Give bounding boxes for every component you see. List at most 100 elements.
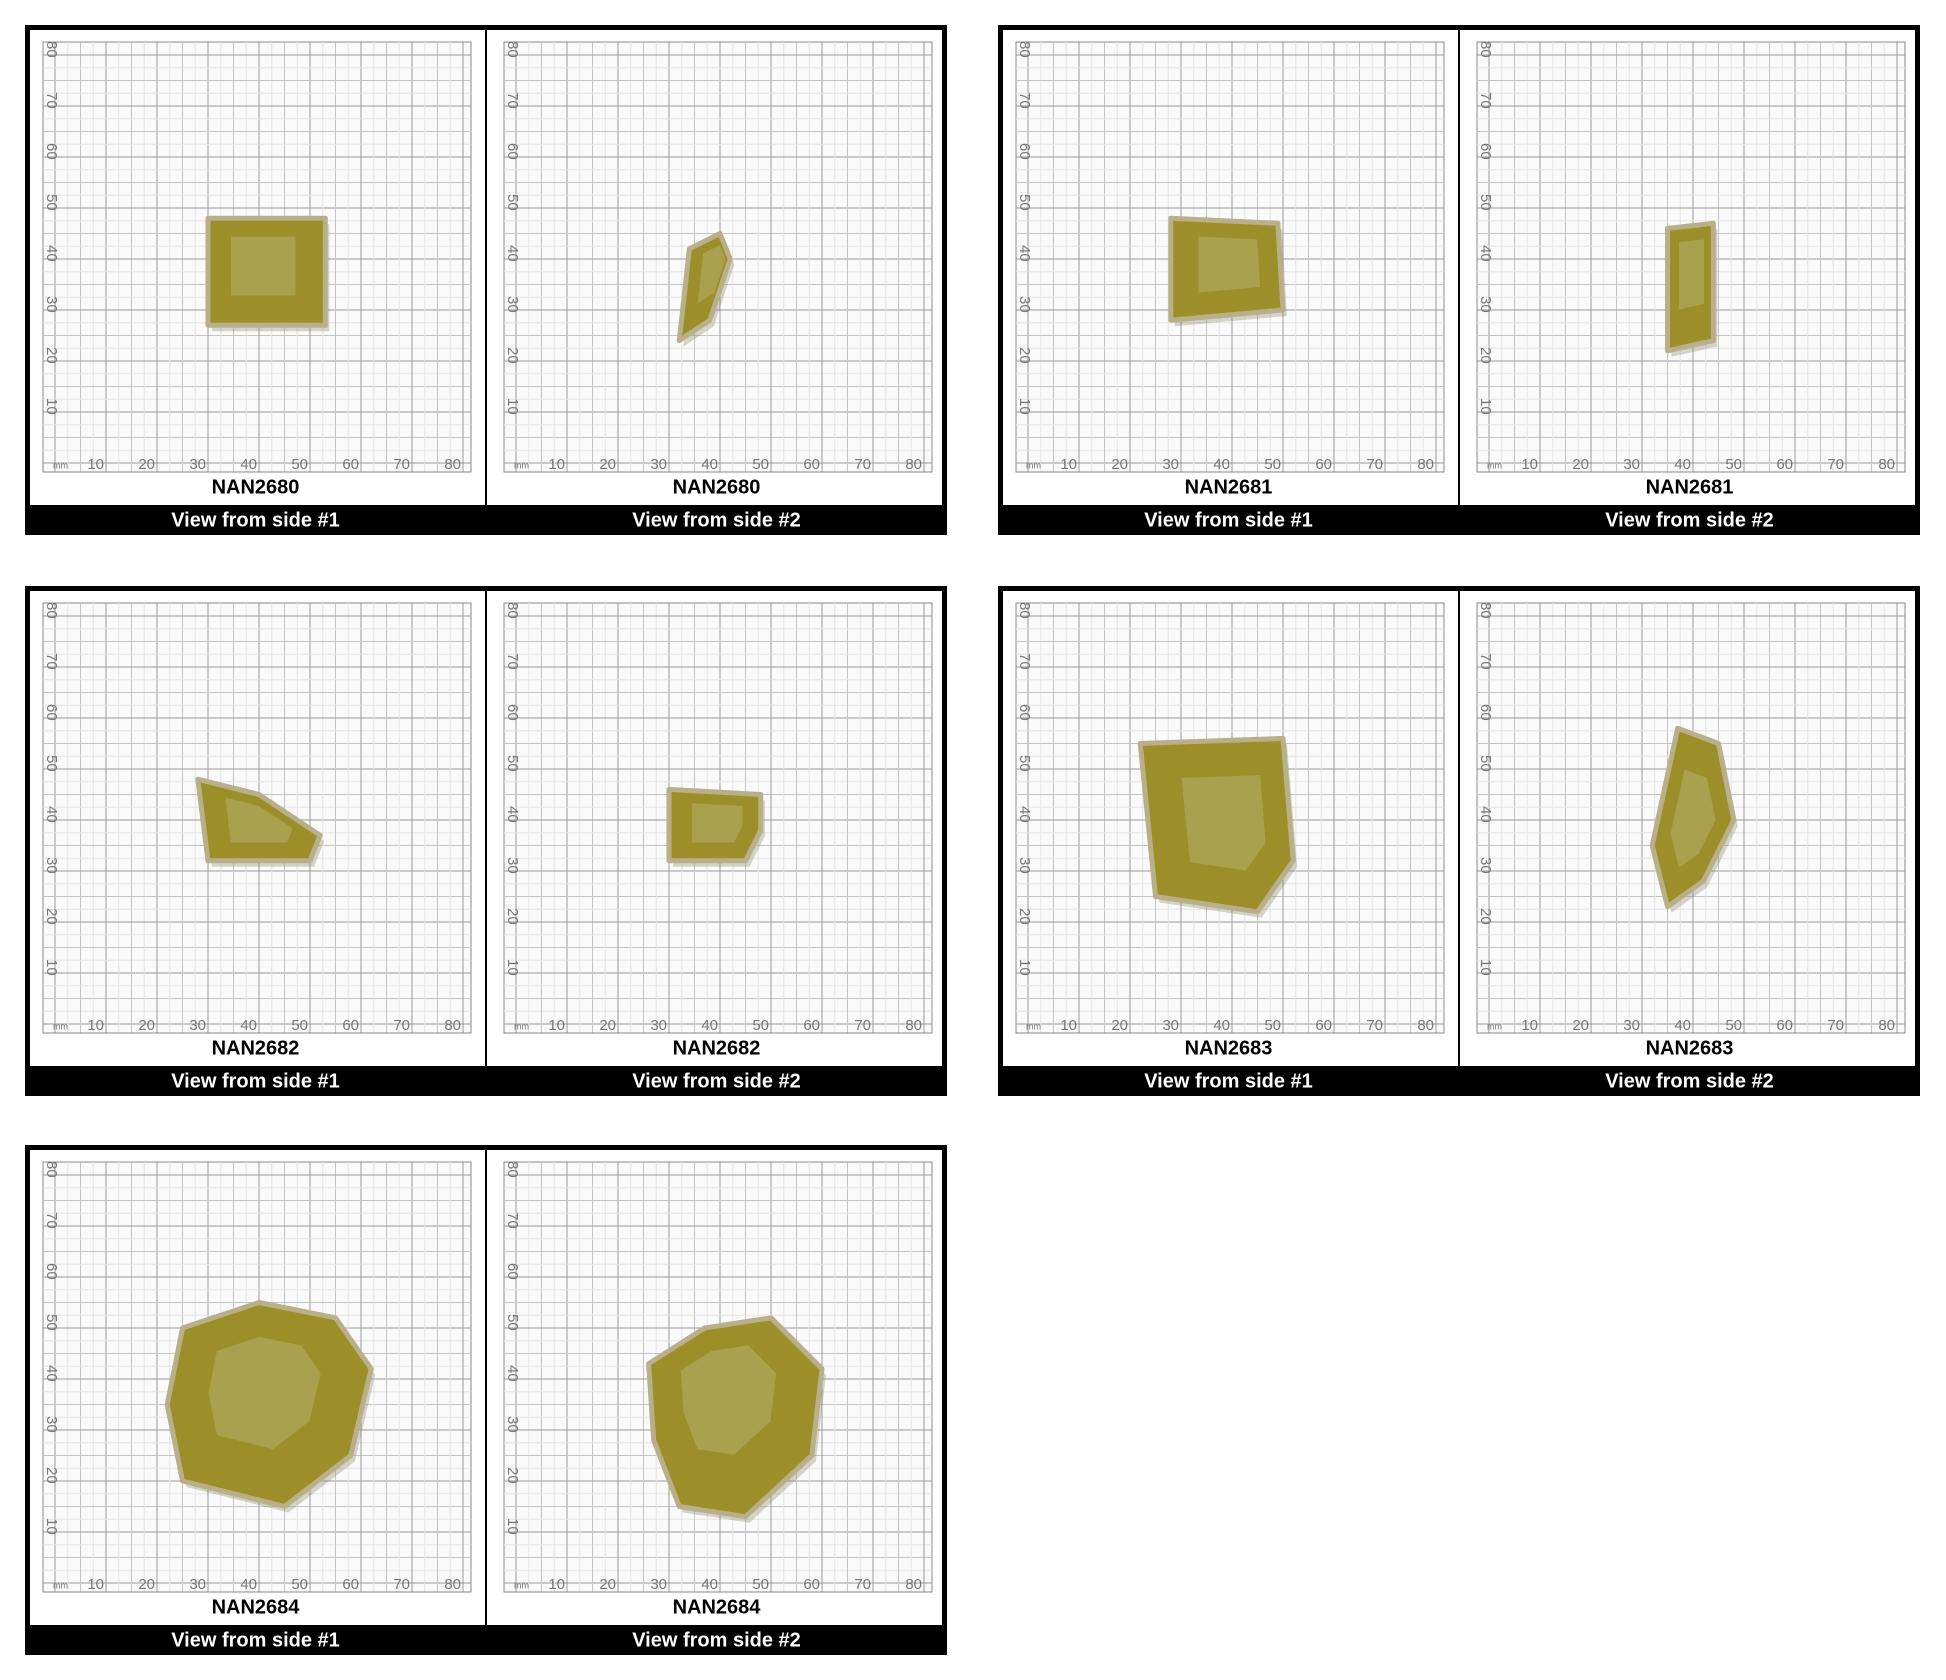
y-scale-label: 60 <box>1016 143 1033 160</box>
x-scale-label: 40 <box>240 456 257 473</box>
y-scale-label: 10 <box>1016 959 1033 976</box>
scale-unit: mm <box>1487 460 1502 470</box>
x-scale-label: 80 <box>444 456 461 473</box>
caption: View from side #2 <box>632 1629 801 1651</box>
y-scale-label: 40 <box>1477 245 1494 262</box>
x-scale-label: 10 <box>1521 1017 1538 1034</box>
caption: View from side #1 <box>1144 1070 1313 1092</box>
y-scale-label: 70 <box>504 92 521 109</box>
y-scale-label: 80 <box>43 1161 60 1178</box>
x-scale-label: 30 <box>1623 456 1640 473</box>
caption: View from side #2 <box>632 509 801 531</box>
x-scale-label: 70 <box>1366 1017 1383 1034</box>
y-scale-label: 10 <box>1477 959 1494 976</box>
y-scale-label: 70 <box>1477 92 1494 109</box>
stone-facet <box>1181 775 1266 871</box>
y-scale-label: 50 <box>43 755 60 772</box>
scale-unit: mm <box>514 1580 529 1590</box>
x-scale-label: 80 <box>444 1576 461 1593</box>
x-scale-label: 50 <box>1264 456 1281 473</box>
y-scale-label: 70 <box>43 1212 60 1229</box>
y-scale-label: 20 <box>1016 908 1033 925</box>
view: mm 10 10 20 20 30 30 40 40 50 50 60 60 70 70 80 80 NAN268… <box>486 1161 947 1655</box>
stone-facet <box>1678 239 1705 310</box>
x-scale-label: 80 <box>905 1017 922 1034</box>
y-scale-label: 40 <box>504 806 521 823</box>
y-scale-label: 10 <box>43 398 60 415</box>
scale-unit: mm <box>514 460 529 470</box>
panel: mm 10 10 20 20 30 30 40 40 50 50 60 60 70 70 80 80 NAN268… <box>25 25 947 535</box>
y-scale-label: 10 <box>504 1518 521 1535</box>
y-scale-label: 70 <box>1016 92 1033 109</box>
x-scale-label: 50 <box>1725 456 1742 473</box>
x-scale-label: 60 <box>803 1576 820 1593</box>
y-scale-label: 80 <box>1477 602 1494 619</box>
sample-id: NAN2684 <box>212 1596 301 1618</box>
x-scale-label: 20 <box>599 1017 616 1034</box>
stone <box>1665 220 1716 354</box>
x-scale-label: 10 <box>87 1017 104 1034</box>
stone <box>1168 215 1286 323</box>
y-scale-label: 70 <box>43 92 60 109</box>
y-scale-label: 30 <box>1477 857 1494 874</box>
x-scale-label: 60 <box>803 456 820 473</box>
y-scale-label: 50 <box>43 1314 60 1331</box>
y-scale-label: 40 <box>504 1365 521 1382</box>
stone <box>1649 725 1737 910</box>
x-scale-label: 70 <box>393 1576 410 1593</box>
y-scale-label: 20 <box>43 1467 60 1484</box>
view: mm 10 10 20 20 30 30 40 40 50 50 60 60 70 70 80 80 NAN268… <box>998 602 1459 1096</box>
y-scale-label: 60 <box>43 1263 60 1280</box>
x-scale-label: 70 <box>854 1576 871 1593</box>
caption: View from side #1 <box>171 1629 340 1651</box>
x-scale-label: 40 <box>701 456 718 473</box>
panel: mm 10 10 20 20 30 30 40 40 50 50 60 60 70 70 80 80 NAN268… <box>25 586 947 1096</box>
view: mm 10 10 20 20 30 30 40 40 50 50 60 60 70 70 80 80 NAN268… <box>1459 602 1920 1096</box>
caption: View from side #2 <box>632 1070 801 1092</box>
stone <box>195 776 323 864</box>
y-scale-label: 50 <box>504 194 521 211</box>
stone <box>164 1300 374 1509</box>
x-scale-label: 70 <box>1366 456 1383 473</box>
stone-facet <box>697 244 726 304</box>
stone-facet <box>1198 236 1261 293</box>
x-scale-label: 20 <box>599 1576 616 1593</box>
y-scale-label: 60 <box>504 704 521 721</box>
stone-facet <box>680 1345 777 1455</box>
x-scale-label: 20 <box>1111 456 1128 473</box>
panel: mm 10 10 20 20 30 30 40 40 50 50 60 60 70 70 80 80 NAN268… <box>25 1145 947 1655</box>
y-scale-label: 50 <box>1016 194 1033 211</box>
x-scale-label: 50 <box>1725 1017 1742 1034</box>
y-scale-label: 40 <box>43 245 60 262</box>
y-scale-label: 60 <box>1477 704 1494 721</box>
stone <box>666 786 764 864</box>
y-scale-label: 30 <box>504 857 521 874</box>
y-scale-label: 20 <box>504 908 521 925</box>
x-scale-label: 80 <box>905 1576 922 1593</box>
panel-border <box>25 1145 947 1655</box>
x-scale-label: 70 <box>1827 456 1844 473</box>
x-scale-label: 70 <box>854 1017 871 1034</box>
panel-border <box>998 586 1920 1096</box>
x-scale-label: 60 <box>342 1017 359 1034</box>
y-scale-label: 10 <box>1016 398 1033 415</box>
y-scale-label: 70 <box>43 653 60 670</box>
scale-unit: mm <box>53 1580 68 1590</box>
y-scale-label: 30 <box>43 296 60 313</box>
panel-border <box>25 25 947 535</box>
y-scale-label: 80 <box>504 41 521 58</box>
x-scale-label: 80 <box>1878 1017 1895 1034</box>
sample-id: NAN2682 <box>212 1037 300 1059</box>
y-scale-label: 50 <box>1016 755 1033 772</box>
y-scale-label: 30 <box>43 857 60 874</box>
y-scale-label: 70 <box>504 653 521 670</box>
x-scale-label: 80 <box>905 456 922 473</box>
view: mm 10 10 20 20 30 30 40 40 50 50 60 60 70 70 80 80 NAN268… <box>486 602 947 1096</box>
y-scale-label: 80 <box>43 602 60 619</box>
y-scale-label: 10 <box>504 959 521 976</box>
y-scale-label: 30 <box>1016 296 1033 313</box>
panel: mm 10 10 20 20 30 30 40 40 50 50 60 60 70 70 80 80 NAN268… <box>998 25 1920 535</box>
stone-facet <box>230 236 296 296</box>
y-scale-label: 60 <box>43 143 60 160</box>
